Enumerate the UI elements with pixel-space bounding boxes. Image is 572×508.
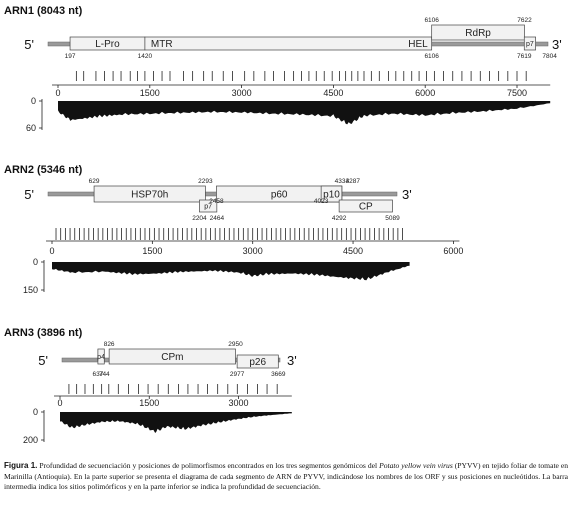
caption-virus-name: Potato yellow vein virus bbox=[379, 461, 453, 470]
orf-label: p7 bbox=[204, 203, 212, 210]
position-label: 5089 bbox=[385, 215, 400, 222]
axis-tick-label: 6000 bbox=[415, 88, 435, 98]
position-label: 2464 bbox=[210, 215, 225, 222]
axis-tick-label: 0 bbox=[55, 88, 60, 98]
caption-part1: Profundidad de secuenciación y posicione… bbox=[39, 461, 378, 470]
five-prime-label: 5' bbox=[24, 37, 34, 52]
orf-box bbox=[93, 185, 206, 203]
five-prime-label: 5' bbox=[38, 353, 48, 368]
axis-tick-label: 0 bbox=[57, 398, 62, 408]
orf-label: HEL bbox=[408, 39, 428, 50]
position-label: 826 bbox=[104, 341, 115, 348]
orf-label: L-Pro bbox=[95, 39, 120, 50]
position-label: 4292 bbox=[332, 215, 347, 222]
three-prime-label: 3' bbox=[287, 353, 297, 368]
orf-box bbox=[144, 36, 433, 51]
orf-label: p7 bbox=[526, 41, 534, 48]
depth-profile bbox=[58, 101, 551, 125]
position-label: 197 bbox=[65, 53, 76, 60]
segment-arn1: ARN1 (8043 nt) 5' 3' L-Pro MTR HEL RdRp p7 197 14… bbox=[4, 5, 562, 133]
depth-profile bbox=[52, 262, 410, 281]
position-label: 4023 bbox=[314, 198, 329, 205]
axis-tick-label: 4500 bbox=[343, 246, 363, 256]
orf-box bbox=[338, 199, 393, 213]
position-label: 3669 bbox=[271, 371, 286, 378]
position-label: 2458 bbox=[209, 198, 224, 205]
axis-tick-label: 6000 bbox=[443, 246, 463, 256]
position-label: 6106 bbox=[424, 17, 439, 24]
orf-box bbox=[236, 354, 279, 369]
orf-label: p60 bbox=[271, 190, 288, 201]
position-label: 4287 bbox=[346, 178, 361, 185]
three-prime-label: 3' bbox=[552, 37, 562, 52]
position-label: 629 bbox=[89, 178, 100, 185]
orf-label: HSP70h bbox=[131, 190, 168, 201]
genome-figure: ARN1 (8043 nt) 5' 3' L-Pro MTR HEL RdRp p7 197 14… bbox=[4, 5, 562, 445]
position-label: 2293 bbox=[198, 178, 213, 185]
depth-tick-label: 150 bbox=[23, 285, 38, 295]
orf-label: p10 bbox=[323, 190, 340, 201]
position-label: 7804 bbox=[542, 53, 557, 60]
depth-profile bbox=[60, 412, 292, 433]
depth-tick-label: 60 bbox=[26, 123, 36, 133]
position-label: 1420 bbox=[138, 53, 153, 60]
caption-part2: (PYVV) en tejido foliar de tomate en Mar… bbox=[4, 461, 569, 492]
orf-box bbox=[108, 348, 236, 365]
three-prime-label: 3' bbox=[402, 187, 412, 202]
orf-label: CPm bbox=[161, 352, 183, 363]
segment-arn2: ARN2 (5346 nt) 5' 3' HSP70h p7 p60 p10 CP 629 229… bbox=[4, 164, 463, 295]
orf-label: p4 bbox=[97, 354, 105, 361]
depth-tick-label: 0 bbox=[33, 257, 38, 267]
segment-title: ARN3 (3896 nt) bbox=[4, 327, 83, 339]
orf-label: RdRp bbox=[465, 28, 491, 39]
depth-tick-label: 0 bbox=[31, 96, 36, 106]
axis-tick-label: 3000 bbox=[228, 398, 248, 408]
position-label: 744 bbox=[99, 371, 110, 378]
position-label: 637 bbox=[92, 371, 103, 378]
position-label: 7619 bbox=[517, 53, 532, 60]
position-label: 2204 bbox=[192, 215, 207, 222]
axis-tick-label: 1500 bbox=[142, 246, 162, 256]
axis-tick-label: 1500 bbox=[140, 88, 160, 98]
orf-label: MTR bbox=[151, 39, 173, 50]
orf-box bbox=[523, 36, 536, 51]
axis-tick-label: 4500 bbox=[323, 88, 343, 98]
axis-tick-label: 3000 bbox=[243, 246, 263, 256]
orf-label: p26 bbox=[249, 357, 266, 368]
position-label: 6106 bbox=[424, 53, 439, 60]
orf-box bbox=[320, 185, 343, 203]
segment-title: ARN1 (8043 nt) bbox=[4, 5, 83, 17]
axis-tick-label: 3000 bbox=[232, 88, 252, 98]
orf-box bbox=[431, 24, 525, 41]
orf-label: CP bbox=[359, 202, 373, 213]
position-label: 7622 bbox=[517, 17, 532, 24]
axis-tick-label: 1500 bbox=[139, 398, 159, 408]
position-label: 2977 bbox=[230, 371, 245, 378]
figure-caption: Figura 1. Profundidad de secuenciación y… bbox=[4, 461, 568, 493]
depth-tick-label: 200 bbox=[23, 435, 38, 445]
position-label: 2950 bbox=[228, 341, 243, 348]
orf-box bbox=[97, 348, 105, 365]
position-label: 4333 bbox=[335, 178, 350, 185]
segment-title: ARN2 (5346 nt) bbox=[4, 164, 83, 176]
depth-tick-label: 0 bbox=[33, 407, 38, 417]
five-prime-label: 5' bbox=[24, 187, 34, 202]
axis-tick-label: 7500 bbox=[507, 88, 527, 98]
axis-tick-label: 0 bbox=[49, 246, 54, 256]
orf-box bbox=[199, 199, 218, 213]
caption-label: Figura 1. bbox=[4, 461, 38, 470]
